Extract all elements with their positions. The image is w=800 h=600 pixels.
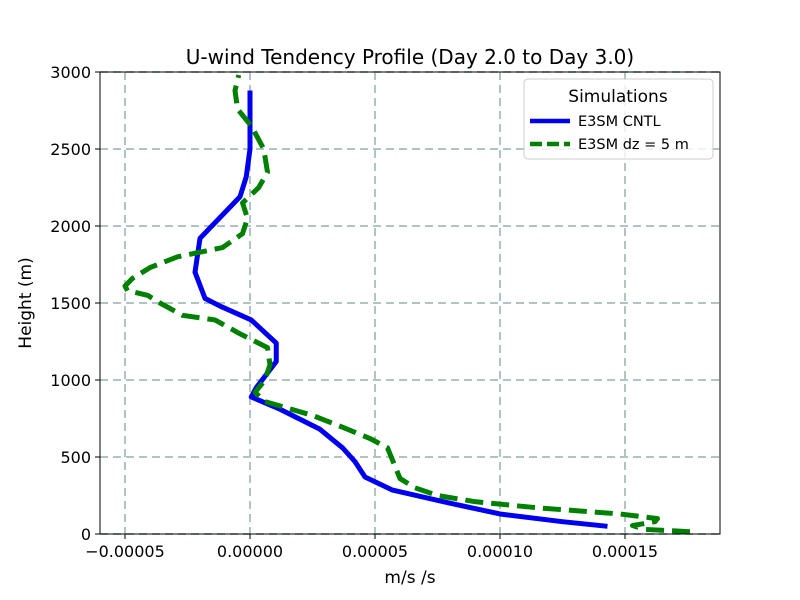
x-tick-label: 0.00010 — [467, 542, 533, 561]
grid-layer — [100, 71, 720, 535]
y-axis-label: Height (m) — [16, 257, 36, 348]
y-tick-label: 1000 — [50, 371, 91, 390]
series-line-e3sm-dz-5m — [122, 74, 691, 535]
legend: Simulations E3SM CNTL E3SM dz = 5 m — [523, 78, 714, 160]
y-tick-label: 500 — [60, 448, 91, 467]
chart-title: U-wind Tendency Profile (Day 2.0 to Day … — [186, 45, 634, 69]
x-axis-label: m/s /s — [384, 568, 435, 588]
x-tick-label: 0.00005 — [342, 542, 408, 561]
y-tick-label: 2500 — [50, 140, 91, 159]
legend-label-e3sm-cntl: E3SM CNTL — [578, 114, 661, 130]
ticks-layer: −0.00005 0.00000 0.00005 0.00010 0.00015 0 500… — [50, 63, 658, 561]
x-tick-label: −0.00005 — [85, 542, 165, 561]
series-layer — [122, 74, 691, 535]
legend-title: Simulations — [568, 87, 668, 107]
x-tick-label: 0.00015 — [592, 542, 658, 561]
y-tick-label: 1500 — [50, 294, 91, 313]
legend-label-e3sm-dz-5m: E3SM dz = 5 m — [578, 137, 689, 153]
x-tick-label: 0.00000 — [217, 542, 283, 561]
legend-box — [523, 78, 714, 160]
y-tick-label: 3000 — [50, 63, 91, 82]
y-tick-label: 0 — [81, 525, 91, 544]
y-tick-label: 2000 — [50, 217, 91, 236]
